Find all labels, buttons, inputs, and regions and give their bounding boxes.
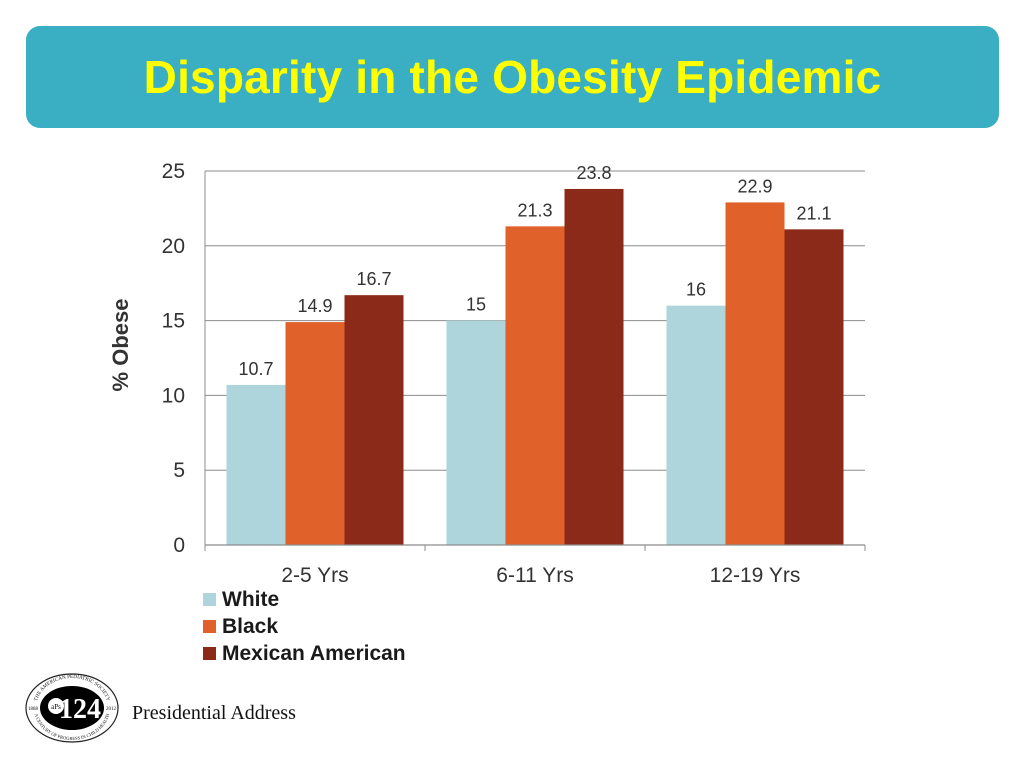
bar-mexican-american	[564, 188, 624, 545]
bar-black	[505, 226, 565, 546]
svg-text:aPs: aPs	[51, 703, 61, 711]
bar-white	[226, 384, 286, 545]
svg-text:124: 124	[59, 694, 101, 725]
data-label: 14.9	[297, 296, 332, 316]
y-tick-label: 0	[173, 534, 185, 557]
title-banner: Disparity in the Obesity Epidemic	[26, 26, 999, 128]
data-label: 21.3	[517, 200, 552, 220]
legend-label: White	[222, 588, 279, 611]
bar-black	[285, 322, 345, 545]
bar-mexican-american	[344, 295, 404, 545]
footer-text: Presidential Address	[132, 702, 296, 724]
svg-text:2012: 2012	[106, 707, 117, 712]
data-label: 16	[686, 280, 706, 300]
y-tick-label: 20	[162, 235, 185, 258]
data-label: 15	[466, 295, 486, 315]
legend-swatch	[203, 620, 216, 633]
x-category-label: 2-5 Yrs	[281, 564, 348, 587]
x-category-label: 12-19 Yrs	[710, 564, 801, 587]
x-category-label: 6-11 Yrs	[496, 564, 573, 587]
data-label: 23.8	[576, 163, 611, 183]
data-label: 22.9	[737, 176, 772, 196]
legend-label: Mexican American	[222, 642, 406, 665]
svg-text:1888: 1888	[28, 707, 39, 712]
y-axis-title: % Obese	[108, 299, 133, 392]
y-tick-label: 25	[162, 160, 185, 183]
y-tick-label: 10	[162, 384, 185, 407]
y-tick-label: 5	[173, 459, 185, 482]
data-label: 16.7	[356, 269, 391, 289]
legend-label: Black	[222, 615, 278, 638]
bar-black	[725, 202, 785, 545]
y-tick-label: 15	[162, 310, 185, 333]
slide-title: Disparity in the Obesity Epidemic	[143, 51, 882, 103]
data-label: 10.7	[238, 359, 273, 379]
aps-124-logo: THE AMERICAN PEDIATRIC SOCIETY A CENTURY…	[25, 673, 119, 743]
bar-white	[666, 305, 726, 545]
legend-swatch	[203, 647, 216, 660]
bar-mexican-american	[784, 229, 844, 545]
bar-white	[446, 320, 506, 545]
legend-swatch	[203, 593, 216, 606]
data-label: 21.1	[796, 203, 831, 223]
